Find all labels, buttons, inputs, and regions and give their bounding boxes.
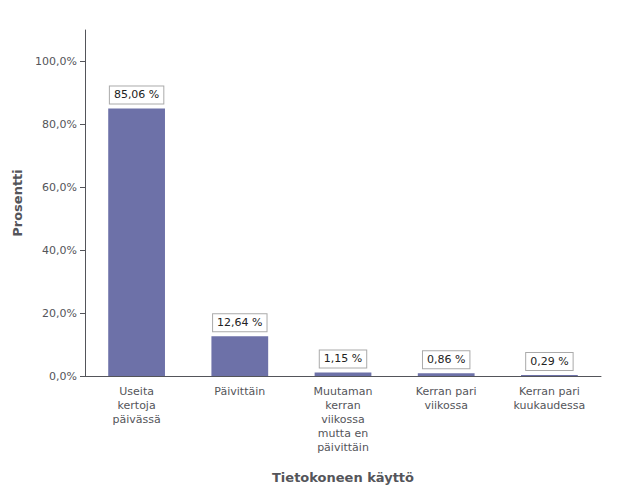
svg-text:1,15 %: 1,15 %	[324, 352, 362, 365]
svg-text:kerran: kerran	[325, 399, 360, 412]
svg-text:Kerran pari: Kerran pari	[416, 385, 477, 398]
svg-text:0,86 %: 0,86 %	[427, 353, 465, 366]
svg-text:viikossa: viikossa	[321, 413, 365, 426]
svg-text:päivittäin: päivittäin	[317, 441, 369, 454]
svg-text:12,64 %: 12,64 %	[217, 316, 262, 329]
svg-text:Muutaman: Muutaman	[314, 385, 373, 398]
svg-text:Useita: Useita	[119, 385, 154, 398]
svg-text:80,0%: 80,0%	[42, 118, 77, 131]
svg-text:kuukaudessa: kuukaudessa	[513, 399, 585, 412]
svg-text:85,06 %: 85,06 %	[114, 88, 159, 101]
svg-text:60,0%: 60,0%	[42, 181, 77, 194]
svg-text:Päivittäin: Päivittäin	[214, 385, 265, 398]
svg-text:kertoja: kertoja	[118, 399, 156, 412]
svg-text:Prosentti: Prosentti	[10, 169, 25, 237]
svg-text:viikossa: viikossa	[424, 399, 468, 412]
svg-text:20,0%: 20,0%	[42, 307, 77, 320]
svg-text:mutta en: mutta en	[318, 427, 368, 440]
svg-text:0,29 %: 0,29 %	[530, 355, 568, 368]
svg-text:100,0%: 100,0%	[35, 55, 77, 68]
svg-text:0,0%: 0,0%	[49, 370, 77, 383]
svg-text:40,0%: 40,0%	[42, 244, 77, 257]
svg-text:Kerran pari: Kerran pari	[519, 385, 580, 398]
svg-text:Tietokoneen käyttö: Tietokoneen käyttö	[272, 470, 414, 485]
svg-text:päivässä: päivässä	[112, 413, 160, 426]
